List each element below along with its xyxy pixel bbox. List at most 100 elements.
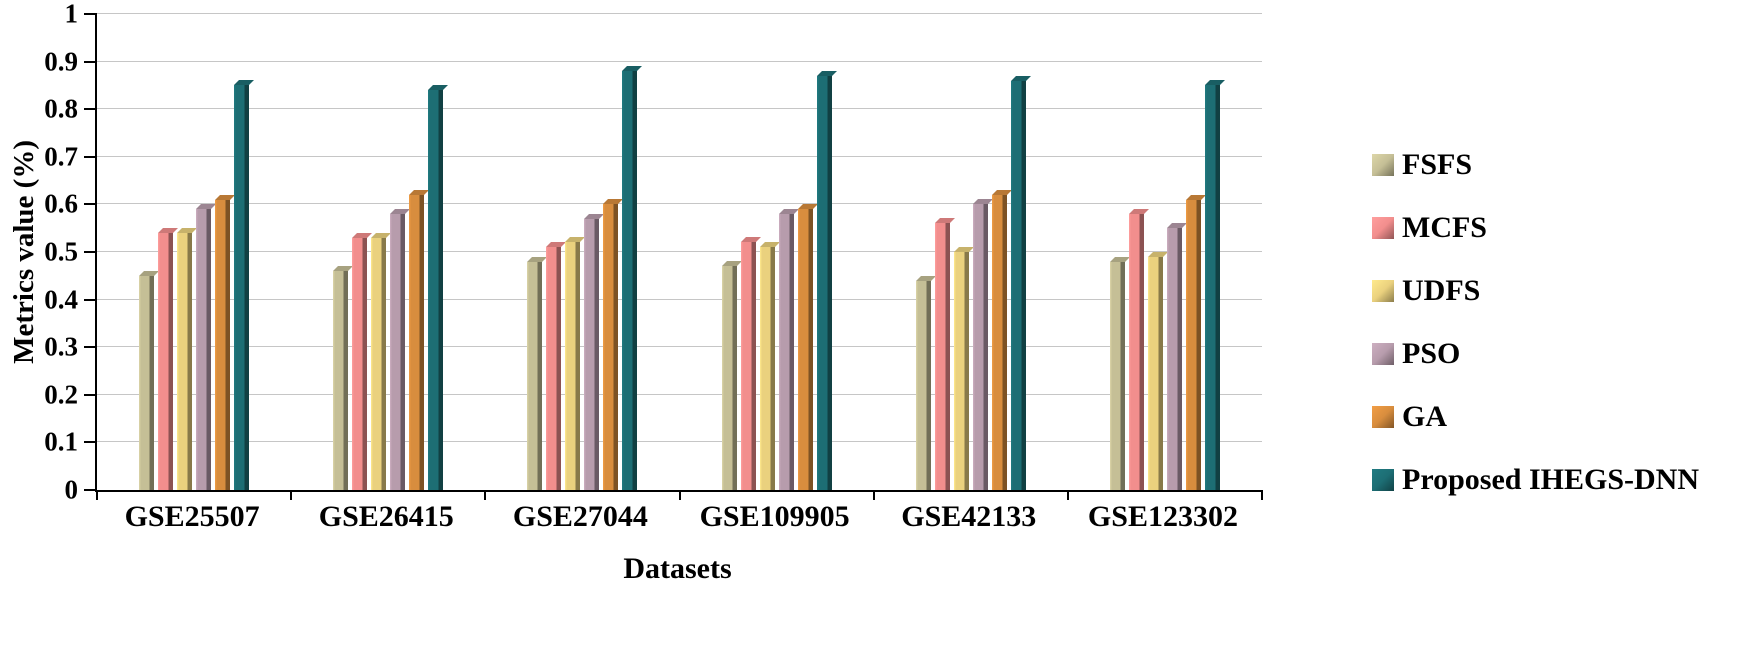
gridline <box>97 346 1262 348</box>
bar-ga <box>1185 194 1206 490</box>
bar-top-face <box>1109 256 1130 262</box>
legend-label: FSFS <box>1402 148 1473 181</box>
bar-udfs <box>759 242 780 490</box>
bar-ga <box>603 199 624 490</box>
y-axis-tick <box>84 155 97 158</box>
bar-top-face <box>234 80 255 86</box>
bar-fsfs <box>527 256 548 490</box>
bar-top-face <box>972 199 993 205</box>
bar-udfs <box>565 237 586 490</box>
y-tick-label: 0.7 <box>44 141 78 172</box>
bar-top-face <box>158 227 179 233</box>
bar-top-face <box>371 232 392 238</box>
gridline <box>97 298 1262 300</box>
gridline <box>97 13 1262 14</box>
bar-pso <box>972 199 993 490</box>
y-tick-label: 0.2 <box>44 379 78 410</box>
bar-fsfs <box>333 266 354 490</box>
bar-group-gse25507 <box>97 14 291 490</box>
bar-fsfs <box>915 275 936 490</box>
legend-item-pso: PSO <box>1372 339 1699 369</box>
bar-top-face <box>584 213 605 219</box>
x-axis-title: Datasets <box>623 552 732 585</box>
y-tick-label: 1 <box>64 0 79 29</box>
legend-swatch <box>1372 406 1394 428</box>
y-axis-tick <box>84 489 97 491</box>
bar-top-face <box>816 70 837 76</box>
bar-udfs <box>1147 251 1168 490</box>
category-label-gse123302: GSE123302 <box>1087 500 1238 533</box>
x-axis-tick <box>1261 490 1263 500</box>
y-tick-label: 0 <box>64 474 79 505</box>
bar-top-face <box>139 270 160 276</box>
y-axis-tick <box>84 393 97 396</box>
y-axis-tick <box>84 251 97 253</box>
y-tick-label: 0.9 <box>44 46 78 77</box>
gridline <box>97 203 1262 205</box>
legend-item-ga: GA <box>1372 402 1699 432</box>
legend: FSFS MCFS UDFS PSO GA Proposed IHEGS-DNN <box>1372 150 1699 495</box>
bar-mcfs <box>546 242 567 490</box>
legend-label: GA <box>1402 400 1447 433</box>
bar-udfs <box>177 227 198 490</box>
bar-pso <box>778 208 799 490</box>
legend-label: PSO <box>1402 337 1461 370</box>
legend-swatch <box>1372 154 1394 176</box>
bar-ga <box>409 189 430 490</box>
gridline <box>97 393 1262 395</box>
bar-top-face <box>622 66 643 72</box>
bar-pso <box>390 208 411 490</box>
y-axis-tick <box>84 203 97 206</box>
bar-top-face <box>1204 80 1225 86</box>
x-axis-tick <box>484 490 487 500</box>
bar-top-face <box>546 242 567 248</box>
legend-label: Proposed IHEGS-DNN <box>1402 463 1699 496</box>
bar-top-face <box>390 208 411 214</box>
legend-swatch <box>1372 280 1394 302</box>
bar-top-face <box>915 275 936 281</box>
x-axis-tick <box>872 490 875 500</box>
legend-swatch <box>1372 217 1394 239</box>
bar-top-face <box>934 218 955 224</box>
bar-top-face <box>1128 208 1149 214</box>
bar-udfs <box>953 247 974 490</box>
bar-groups <box>97 14 1262 490</box>
y-tick-label: 0.1 <box>44 426 78 457</box>
bar-ga <box>991 189 1012 490</box>
y-tick-label: 0.4 <box>44 284 78 315</box>
legend-item-fsfs: FSFS <box>1372 150 1699 180</box>
x-axis-tick <box>96 490 98 500</box>
y-axis-tick <box>84 13 97 15</box>
x-axis-tick <box>1066 490 1069 500</box>
bar-fsfs <box>139 270 160 490</box>
bar-top-face <box>527 256 548 262</box>
bar-top-face <box>1010 75 1031 81</box>
gridline <box>97 441 1262 443</box>
bar-group-gse42133 <box>874 14 1068 490</box>
bar-top-face <box>1185 194 1206 200</box>
bar-top-face <box>953 247 974 252</box>
category-label-gse26415: GSE26415 <box>318 500 454 533</box>
bar-ga <box>797 204 818 490</box>
bar-top-face <box>797 204 818 210</box>
bar-top-face <box>603 199 624 205</box>
y-axis-tick <box>84 298 97 301</box>
bar-top-face <box>352 232 373 238</box>
category-label-gse27044: GSE27044 <box>512 500 648 533</box>
bar-group-gse109905 <box>680 14 874 490</box>
legend-item-udfs: UDFS <box>1372 276 1699 306</box>
y-axis-tick <box>84 108 97 111</box>
bar-top-face <box>215 194 236 200</box>
y-tick-label: 0.6 <box>44 188 78 219</box>
bar-proposed-ihegs-dnn <box>234 80 255 490</box>
gridline <box>97 251 1262 252</box>
bar-mcfs <box>352 232 373 490</box>
legend-label: MCFS <box>1402 211 1487 244</box>
legend-label: UDFS <box>1402 274 1481 307</box>
bar-top-face <box>721 261 742 267</box>
gridline <box>97 108 1262 110</box>
y-axis-labels: 0 0.1 0.2 0.3 0.4 0.5 0.6 0.7 0.8 0.9 1 <box>0 0 78 503</box>
x-axis-tick <box>678 490 681 500</box>
legend-item-mcfs: MCFS <box>1372 213 1699 243</box>
